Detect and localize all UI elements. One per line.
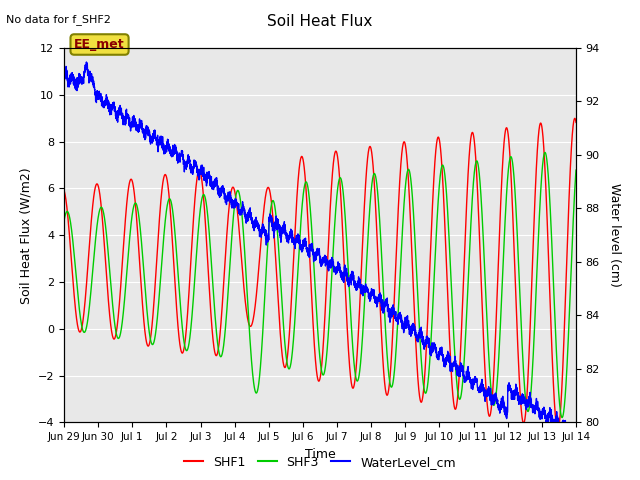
SHF1 [432,146,440,152]
SHF1 [279,360,287,365]
Y-axis label: Soil Heat Flux (W/m2): Soil Heat Flux (W/m2) [19,167,32,303]
SHF3 [279,318,287,324]
Text: EE_met: EE_met [74,38,125,51]
Y-axis label: Water level (cm): Water level (cm) [608,183,621,287]
Text: Soil Heat Flux: Soil Heat Flux [268,14,372,29]
SHF3 [432,239,440,244]
SHF3 [60,218,68,224]
Text: No data for f_SHF2: No data for f_SHF2 [6,14,111,25]
WaterLevel_cm [572,434,580,440]
WaterLevel_cm [531,411,539,417]
WaterLevel_cm [557,424,564,430]
Line: WaterLevel_cm: WaterLevel_cm [64,62,576,444]
SHF1 [554,428,561,433]
Line: SHF1: SHF1 [64,119,576,431]
SHF1 [275,313,283,319]
Line: SHF3: SHF3 [64,153,576,418]
WaterLevel_cm [83,59,90,65]
WaterLevel_cm [432,347,440,352]
WaterLevel_cm [571,441,579,447]
X-axis label: Time: Time [305,448,335,461]
SHF1 [572,120,580,125]
SHF1 [571,116,579,121]
Legend: SHF1, SHF3, WaterLevel_cm: SHF1, SHF3, WaterLevel_cm [179,451,461,474]
WaterLevel_cm [60,75,68,81]
WaterLevel_cm [280,222,287,228]
SHF1 [60,187,68,193]
SHF3 [531,319,539,325]
SHF3 [572,167,580,173]
SHF3 [275,253,283,259]
SHF3 [557,408,564,414]
WaterLevel_cm [303,248,311,254]
SHF1 [531,200,539,206]
WaterLevel_cm [275,223,283,228]
SHF1 [303,206,311,212]
SHF1 [557,409,564,415]
SHF3 [558,415,566,420]
SHF3 [541,150,549,156]
SHF3 [303,181,311,187]
